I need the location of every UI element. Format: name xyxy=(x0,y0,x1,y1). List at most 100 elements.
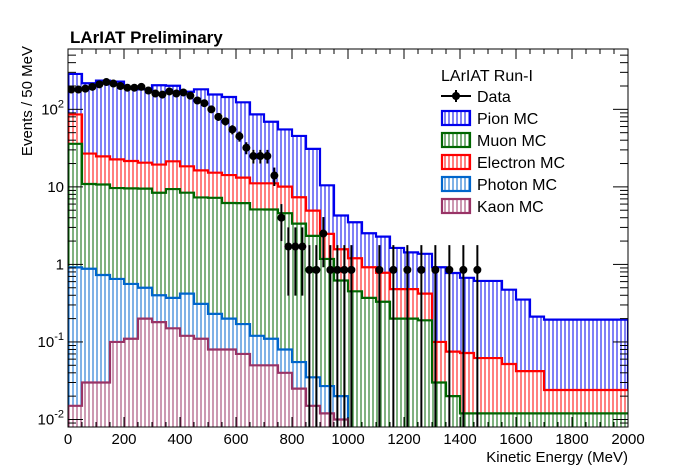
photon-bin-bar xyxy=(68,267,82,427)
data-point xyxy=(340,245,349,427)
axes: 0 200 400 600 800 1000 1200 1400 1600 1800 2000 10-… xyxy=(38,48,645,448)
legend-entry-photon: Photon MC xyxy=(440,175,557,194)
data-marker xyxy=(242,143,251,152)
data-marker xyxy=(473,265,482,274)
data-marker xyxy=(193,96,202,105)
data-marker xyxy=(333,265,342,274)
series-kaon-mc xyxy=(68,317,350,427)
kaon-bin-bar xyxy=(166,328,180,427)
data-point xyxy=(137,82,146,91)
data-marker xyxy=(417,265,426,274)
data-marker xyxy=(277,213,286,222)
data-marker xyxy=(319,229,328,238)
y-tick-label: 1 xyxy=(56,256,64,273)
x-tick-label: 1800 xyxy=(555,431,588,448)
data-marker xyxy=(88,82,97,91)
data-point xyxy=(88,82,97,91)
data-point xyxy=(270,167,279,187)
kaon-bin-bar xyxy=(334,419,348,427)
data-point xyxy=(298,227,307,296)
muon-bin-bar xyxy=(684,413,698,427)
y-tick-label: 10 xyxy=(47,179,64,196)
legend-entry-kaon: Kaon MC xyxy=(440,197,544,216)
data-marker xyxy=(431,265,440,274)
data-point xyxy=(172,89,181,98)
x-tick-label: 2000 xyxy=(611,431,644,448)
legend-swatch-kaon xyxy=(440,197,472,215)
muon-bin-bar xyxy=(348,291,362,427)
data-point xyxy=(186,91,195,100)
data-point xyxy=(102,78,111,87)
muon-bin-bar xyxy=(418,320,432,427)
data-marker xyxy=(375,265,384,274)
data-marker xyxy=(109,79,118,88)
kaon-bin-bar xyxy=(278,372,292,427)
electron-bin-bar xyxy=(502,363,516,427)
muon-bin-bar xyxy=(530,413,544,427)
data-marker xyxy=(130,83,139,92)
kaon-bin-bar xyxy=(68,405,82,427)
pion-outline xyxy=(68,72,628,427)
data-point xyxy=(116,81,125,90)
data-marker xyxy=(102,78,111,87)
kaon-outline xyxy=(68,317,350,427)
muon-bin-bar xyxy=(572,413,586,427)
data-point xyxy=(347,245,356,427)
photon-outline xyxy=(68,266,350,427)
data-point xyxy=(389,245,398,427)
electron-bin-bar xyxy=(628,390,642,427)
data-point xyxy=(249,149,258,164)
data-marker xyxy=(158,90,167,99)
data-point xyxy=(95,80,104,89)
data-point xyxy=(417,245,426,427)
muon-bin-bar xyxy=(586,413,600,427)
kaon-bin-bar xyxy=(138,318,152,427)
electron-bin-bar xyxy=(670,390,684,427)
muon-bin-bar xyxy=(362,297,376,427)
data-point xyxy=(144,86,153,95)
data-marker xyxy=(95,80,104,89)
data-point xyxy=(228,125,237,135)
legend-label-photon: Photon MC xyxy=(477,177,557,194)
data-point xyxy=(214,112,223,121)
data-marker xyxy=(445,265,454,274)
data-marker xyxy=(207,105,216,114)
x-tick-label: 1200 xyxy=(387,431,420,448)
y-tick-label: 102 xyxy=(41,98,64,118)
data-marker xyxy=(116,81,125,90)
data-point xyxy=(277,204,286,242)
data-marker xyxy=(74,85,83,94)
data-marker xyxy=(459,265,468,274)
data-marker xyxy=(403,265,412,274)
legend-data-marker xyxy=(452,92,460,100)
data-point xyxy=(375,245,384,427)
data-marker xyxy=(263,152,272,161)
data-point xyxy=(291,227,300,296)
muon-bin-bar xyxy=(516,413,530,427)
y-axis-label: Events / 50 MeV xyxy=(19,46,36,156)
data-point xyxy=(207,105,216,114)
data-point xyxy=(242,142,251,155)
data-marker xyxy=(326,265,335,274)
x-tick-label: 600 xyxy=(223,431,248,448)
kaon-bin-bar xyxy=(180,335,194,427)
data-point xyxy=(326,245,335,427)
data-point xyxy=(193,96,202,105)
data-point xyxy=(305,245,314,427)
legend: LArIAT Run-I Data Pion MC Muon MC Electron … xyxy=(440,68,565,216)
muon-bin-bar xyxy=(502,413,516,427)
x-tick-label: 800 xyxy=(279,431,304,448)
chart-title: LArIAT Preliminary xyxy=(70,28,223,47)
muon-bin-bar xyxy=(544,413,558,427)
legend-label-muon: Muon MC xyxy=(477,133,546,150)
muon-bin-bar xyxy=(432,382,446,427)
data-marker xyxy=(389,265,398,274)
data-marker xyxy=(214,112,223,121)
data-point xyxy=(263,149,272,164)
data-marker xyxy=(249,152,258,161)
data-point xyxy=(403,245,412,427)
data-marker xyxy=(144,86,153,95)
data-point xyxy=(459,245,468,427)
data-marker xyxy=(347,265,356,274)
data-point xyxy=(68,85,76,94)
